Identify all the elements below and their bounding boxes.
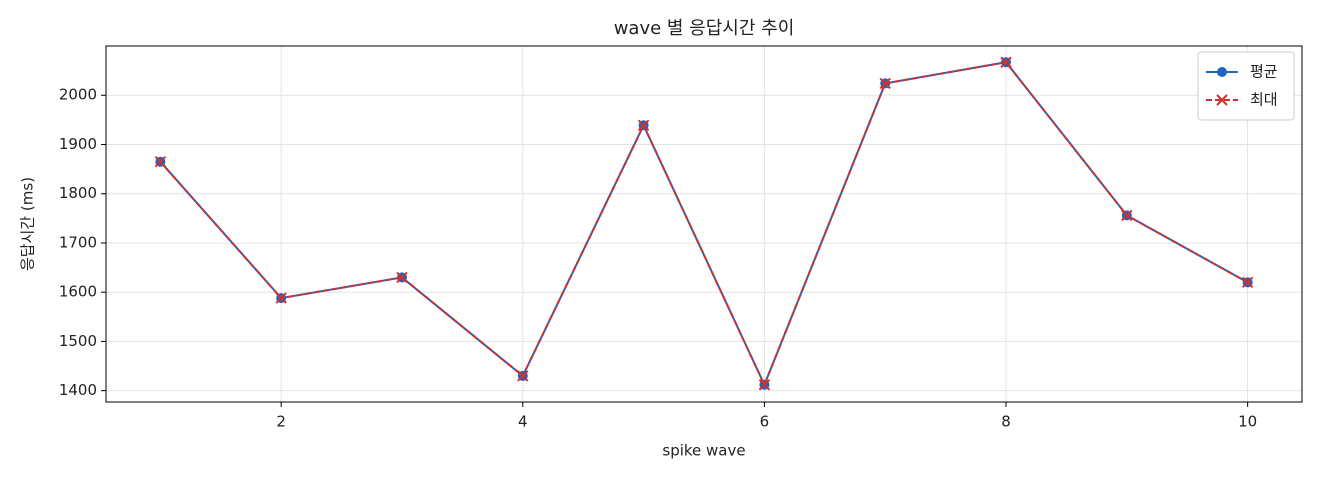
legend-box — [1197, 51, 1295, 121]
x-tick-label: 2 — [276, 413, 286, 431]
x-tick-label: 10 — [1238, 413, 1257, 431]
chart-title: wave 별 응답시간 추이 — [614, 18, 795, 39]
data-line — [159, 61, 1249, 388]
y-tick-label: 2000 — [59, 86, 97, 104]
marker — [1000, 56, 1012, 68]
marker — [275, 292, 287, 304]
marker — [1241, 276, 1254, 289]
x-axis-label: spike wave — [662, 442, 745, 460]
marker — [1121, 209, 1133, 222]
marker — [758, 379, 771, 391]
y-tick-label: 1900 — [59, 135, 97, 153]
marker — [1217, 67, 1227, 77]
y-tick-label: 1700 — [59, 233, 97, 251]
marker — [1216, 94, 1228, 106]
y-tick-label: 1400 — [59, 381, 97, 399]
y-tick-label: 1600 — [59, 283, 97, 301]
x-tick-label: 4 — [518, 413, 528, 431]
plot-frame — [105, 45, 1303, 403]
x-tick-label: 8 — [1001, 413, 1011, 431]
marker — [879, 77, 891, 90]
legend-label: 최대 — [1250, 91, 1278, 109]
y-axis-label: 응답시간 (ms) — [19, 177, 37, 271]
y-tick-label: 1500 — [59, 332, 97, 350]
marker — [637, 119, 650, 131]
marker — [517, 370, 529, 382]
marker — [396, 271, 408, 284]
legend-label: 평균 — [1250, 63, 1278, 81]
marker — [154, 156, 167, 168]
y-tick-label: 1800 — [59, 184, 97, 202]
x-tick-label: 6 — [760, 413, 770, 431]
data-line — [159, 61, 1249, 388]
